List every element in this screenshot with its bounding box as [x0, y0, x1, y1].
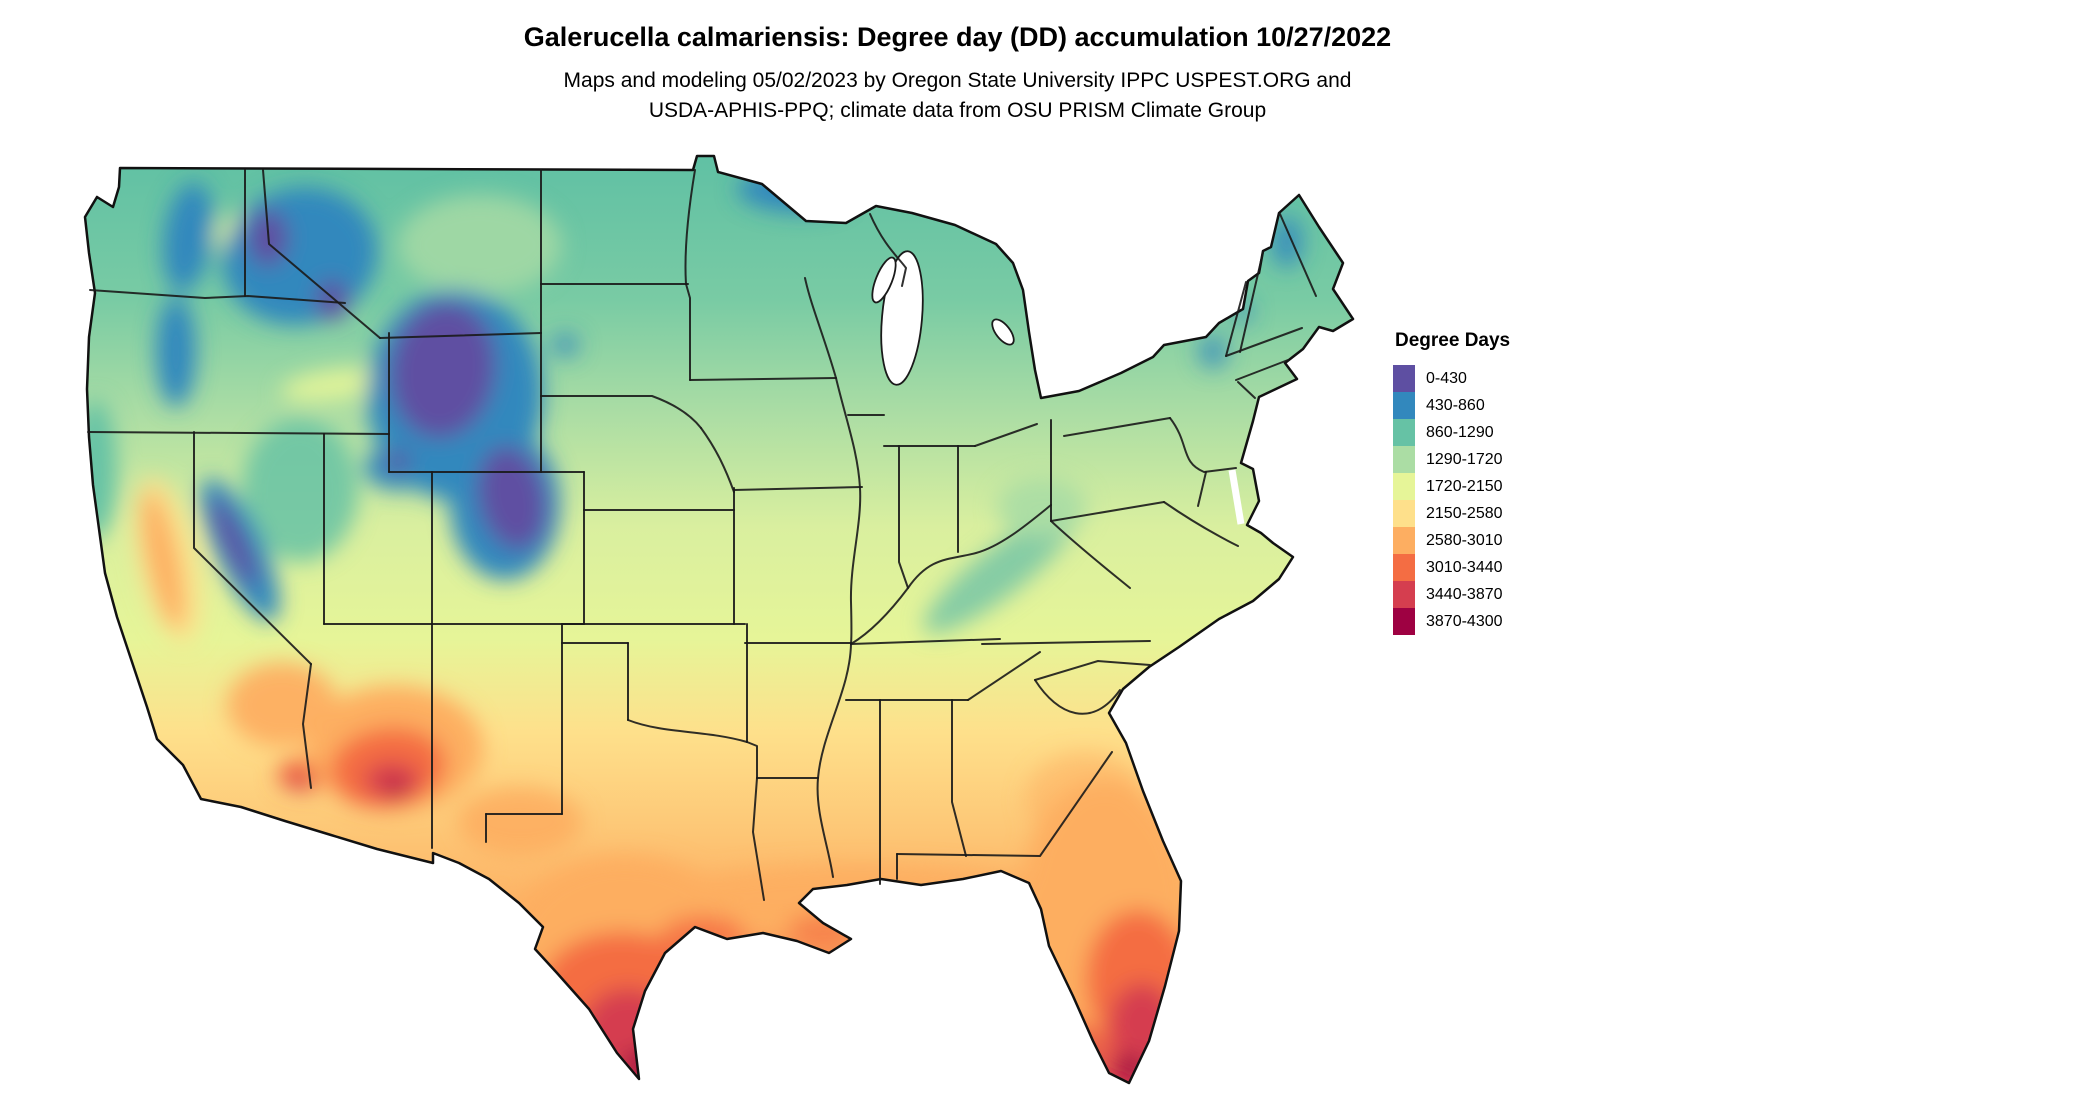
- saginaw-bay: [991, 318, 1015, 346]
- legend-color-swatch: [1393, 473, 1415, 500]
- legend-color-swatch: [1393, 554, 1415, 581]
- legend-color-swatch: [1393, 608, 1415, 635]
- page-title: Galerucella calmariensis: Degree day (DD…: [523, 22, 1392, 52]
- header: Galerucella calmariensis: Degree day (DD…: [0, 22, 1915, 127]
- legend-entry: 3440-3870: [1393, 581, 1510, 608]
- legend-color-swatch: [1393, 365, 1415, 392]
- legend-entry: 430-860: [1393, 392, 1510, 419]
- legend-entry: 2150-2580: [1393, 500, 1510, 527]
- legend: Degree Days 0-430 430-860 860-1290 1290-172…: [1393, 330, 1510, 635]
- state-borders: [87, 169, 1317, 901]
- legend-range-label: 2580-3010: [1426, 531, 1503, 549]
- legend-color-swatch: [1393, 392, 1415, 419]
- legend-range-label: 3010-3440: [1426, 558, 1503, 576]
- legend-range-label: 1290-1720: [1426, 450, 1503, 468]
- legend-range-label: 0-430: [1426, 369, 1467, 387]
- lakes: [871, 250, 1245, 525]
- subtitle-line-2: USDA-APHIS-PPQ; climate data from OSU PR…: [648, 99, 1267, 123]
- legend-color-swatch: [1393, 527, 1415, 554]
- legend-entry: 2580-3010: [1393, 527, 1510, 554]
- legend-color-swatch: [1393, 581, 1415, 608]
- subtitle-line-1: Maps and modeling 05/02/2023 by Oregon S…: [563, 69, 1352, 92]
- page-subtitle: Maps and modeling 05/02/2023 by Oregon S…: [0, 66, 1915, 127]
- legend-color-swatch: [1393, 500, 1415, 527]
- legend-color-swatch: [1393, 446, 1415, 473]
- legend-entry: 3870-4300: [1393, 608, 1510, 635]
- legend-entry: 1720-2150: [1393, 473, 1510, 500]
- legend-entry: 0-430: [1393, 365, 1510, 392]
- legend-entry: 1290-1720: [1393, 446, 1510, 473]
- legend-range-label: 3870-4300: [1426, 612, 1503, 630]
- legend-range-label: 3440-3870: [1426, 585, 1503, 603]
- green-bay: [871, 256, 897, 304]
- legend-entries: 0-430 430-860 860-1290 1290-1720 1720-2150 21…: [1393, 365, 1510, 635]
- legend-title: Degree Days: [1395, 330, 1511, 351]
- legend-range-label: 430-860: [1426, 396, 1485, 414]
- us-outline: [83, 154, 1355, 1085]
- legend-range-label: 2150-2580: [1426, 504, 1503, 522]
- legend-range-label: 860-1290: [1426, 423, 1494, 441]
- chesapeake-bay: [1228, 469, 1245, 525]
- legend-color-swatch: [1393, 419, 1415, 446]
- degree-day-anomaly-blobs: [85, 171, 1303, 1082]
- legend-entry: 860-1290: [1393, 419, 1510, 446]
- legend-entry: 3010-3440: [1393, 554, 1510, 581]
- legend-range-label: 1720-2150: [1426, 477, 1503, 495]
